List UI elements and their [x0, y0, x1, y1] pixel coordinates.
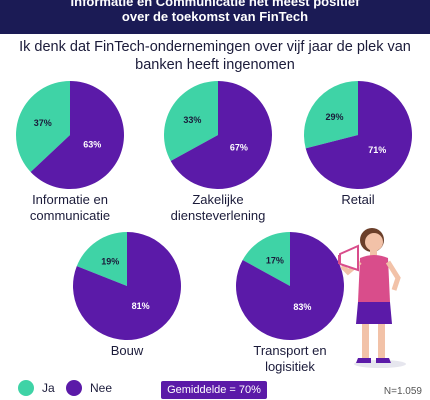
pie-2-slice-ja	[164, 81, 218, 162]
pie-4-slice-nee	[72, 232, 181, 341]
pie-3-slice-ja	[304, 81, 358, 149]
pie-1-slice-ja	[16, 81, 70, 172]
legend-swatch-ja	[18, 380, 34, 396]
sample-size-label: N=1.059	[383, 386, 422, 397]
pie-5-slice-nee	[236, 232, 344, 340]
pie-1-label-nee: 63%	[83, 140, 101, 150]
pie-4-slice-ja	[76, 232, 127, 286]
pie-4-label-nee: 81%	[132, 301, 150, 311]
pie-1-label-ja: 37%	[34, 118, 52, 128]
pie-2-slice-nee	[170, 81, 272, 189]
pie-1-slice-nee	[30, 81, 124, 189]
woman-megaphone-illustration	[338, 228, 406, 368]
pie-4-category-label: Bouw	[62, 343, 192, 359]
pie-3-label-nee: 71%	[368, 145, 386, 155]
header-banner: Informatie en Communicatie het meest pos…	[0, 0, 430, 34]
pie-3-category-label: Retail	[293, 192, 423, 208]
header-title-line-1: Informatie en Communicatie het meest pos…	[70, 0, 360, 9]
pie-5-category-line-1: Transport en	[253, 343, 327, 358]
pie-1-category-label: Informatie en communicatie	[5, 192, 135, 224]
pie-2-label-nee: 67%	[230, 142, 248, 152]
pie-5-category-line-2: logisitiek	[265, 359, 315, 374]
pie-5-category-label: Transport en logisitiek	[225, 343, 355, 375]
average-badge: Gemiddelde = 70%	[161, 381, 267, 399]
pie-2-category-label: Zakelijke diensteverlening	[153, 192, 283, 224]
legend-swatch-nee	[66, 380, 82, 396]
pie-3-label-ja: 29%	[326, 112, 344, 122]
legend-label-nee: Nee	[90, 381, 113, 395]
pie-3-slice-nee	[305, 81, 412, 190]
pie-1-category-line-2: communicatie	[29, 208, 111, 223]
pie-2-label-ja: 33%	[183, 115, 201, 125]
header-title-line-2: over de toekomst van FinTech	[121, 9, 309, 24]
pie-4-label-ja: 19%	[101, 256, 119, 266]
pie-5-slice-ja	[242, 232, 290, 286]
legend-label-ja: Ja	[42, 381, 55, 395]
pie-5-label-ja: 17%	[266, 255, 284, 265]
pie-5-label-nee: 83%	[293, 302, 311, 312]
pie-1-category-line-1: Informatie en	[32, 192, 108, 207]
pie-4-category-line-1: Bouw	[110, 343, 144, 358]
pie-2-category-line-2: diensteverlening	[170, 208, 266, 223]
pie-2-category-line-1: Zakelijke	[192, 192, 244, 207]
pie-3-category-line-1: Retail	[341, 192, 375, 207]
question-line-1: Ik denk dat FinTech-ondernemingen over v…	[19, 39, 411, 55]
question-line-2: banken heeft ingenomen	[135, 57, 295, 73]
question-text: Ik denk dat FinTech-ondernemingen over v…	[10, 38, 420, 74]
